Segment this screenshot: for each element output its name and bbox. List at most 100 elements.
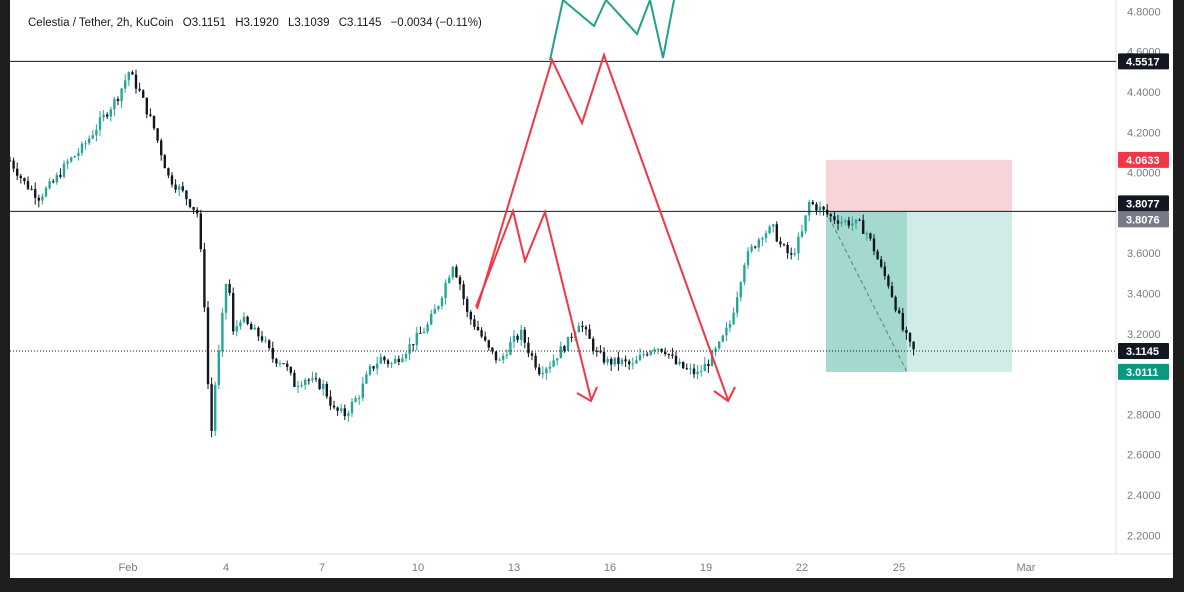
candles-layer <box>10 69 915 438</box>
candle-body <box>152 115 156 129</box>
last-price-price-text: 3.1145 <box>1126 346 1159 358</box>
candle-body <box>905 330 908 333</box>
candle-body <box>296 385 300 387</box>
candle-body <box>142 90 145 98</box>
candle-body <box>41 196 44 201</box>
symbol-title[interactable]: Celestia / Tether, 2h, KuCoin <box>28 17 174 29</box>
candle-body <box>70 157 73 162</box>
candle-body <box>221 312 224 352</box>
price-tick-label: 3.6000 <box>1127 248 1161 260</box>
candle-body <box>440 297 444 307</box>
candle-body <box>476 326 480 331</box>
candle-body <box>530 353 534 356</box>
bearish-pattern-small[interactable] <box>475 207 592 400</box>
chart-panel[interactable]: 4.8000 4.6000 4.4000 4.2000 4.0000 3.6000 3.40… <box>10 0 1173 578</box>
candle-body <box>577 325 580 333</box>
candle-body <box>908 332 912 342</box>
candle-body <box>851 223 854 226</box>
candle-body <box>84 143 87 145</box>
open-label: O <box>182 17 192 29</box>
drawings-layer <box>475 0 736 403</box>
candle-body <box>404 354 408 359</box>
candle-body <box>95 129 98 136</box>
candle-body <box>797 236 800 254</box>
candle-body <box>710 351 714 367</box>
candle-body <box>620 359 624 364</box>
candle-body <box>232 292 235 332</box>
candle-body <box>455 266 458 278</box>
candle-body <box>592 338 595 351</box>
candle-body <box>689 368 692 370</box>
candle-body <box>16 168 19 176</box>
support-price-text: 3.8077 <box>1126 198 1160 210</box>
candle-body <box>401 358 404 363</box>
candle-body <box>66 161 69 164</box>
stop-loss-zone[interactable] <box>826 159 1012 212</box>
candle-body <box>160 140 163 156</box>
price-labels: 4.5517 4.0633 3.8077 3.8076 3.1145 3.0111 <box>1118 53 1169 380</box>
candle-body <box>520 329 523 340</box>
candle-body <box>314 378 318 380</box>
candle-body <box>390 363 393 365</box>
high-label: H <box>235 17 244 29</box>
candle-body <box>77 152 80 156</box>
candle-body <box>206 307 210 385</box>
candle-body <box>34 189 37 198</box>
low-label: L <box>287 17 295 29</box>
candle-body <box>581 325 584 328</box>
candle-body <box>736 297 739 313</box>
candle-body <box>235 326 238 332</box>
candle-body <box>361 383 364 398</box>
candle-body <box>800 231 804 237</box>
candle-body <box>541 373 544 375</box>
open-value: 3.1151 <box>191 17 227 29</box>
bearish-pattern-large[interactable] <box>476 51 729 401</box>
candle-body <box>170 175 174 185</box>
candle-body <box>368 366 372 375</box>
candle-body <box>131 72 134 75</box>
candle-body <box>613 357 616 365</box>
candle-body <box>203 249 206 308</box>
candle-body <box>898 310 901 314</box>
candle-body <box>167 168 170 176</box>
candle-body <box>617 357 620 364</box>
price-chart[interactable]: 4.80004.60004.40004.20004.00003.60003.40… <box>10 0 1173 578</box>
candle-body <box>199 213 202 250</box>
candle-body <box>772 224 775 227</box>
candle-body <box>869 233 872 239</box>
candle-body <box>599 351 602 353</box>
candle-body <box>739 282 742 298</box>
candle-body <box>26 181 30 189</box>
candle-body <box>754 246 757 248</box>
candle-body <box>678 361 681 365</box>
candle-body <box>725 327 728 336</box>
candle-body <box>829 214 832 217</box>
candle-body <box>502 355 505 360</box>
candle-body <box>876 251 879 260</box>
candle-body <box>336 407 339 411</box>
candle-body <box>444 283 447 298</box>
candle-body <box>534 355 537 368</box>
candle-body <box>728 324 732 328</box>
candle-body <box>782 244 786 246</box>
candle-body <box>282 363 285 365</box>
price-tick-label: 2.8000 <box>1127 409 1161 421</box>
candle-body <box>523 329 526 343</box>
bullish-pattern[interactable] <box>549 0 675 61</box>
candle-body <box>764 233 768 239</box>
price-tick-label: 2.6000 <box>1127 450 1161 462</box>
candle-body <box>120 88 123 101</box>
candle-body <box>138 88 141 91</box>
candle-body <box>628 361 631 365</box>
candle-body <box>692 368 696 375</box>
time-tick-label: 19 <box>700 562 712 574</box>
candle-body <box>350 401 354 414</box>
candle-body <box>30 188 33 190</box>
candle-body <box>660 348 663 352</box>
candle-body <box>682 361 685 369</box>
candle-body <box>685 368 688 370</box>
price-tick-label: 3.2000 <box>1127 329 1161 341</box>
candle-body <box>250 323 253 330</box>
candle-body <box>145 97 148 115</box>
candle-body <box>556 358 559 361</box>
